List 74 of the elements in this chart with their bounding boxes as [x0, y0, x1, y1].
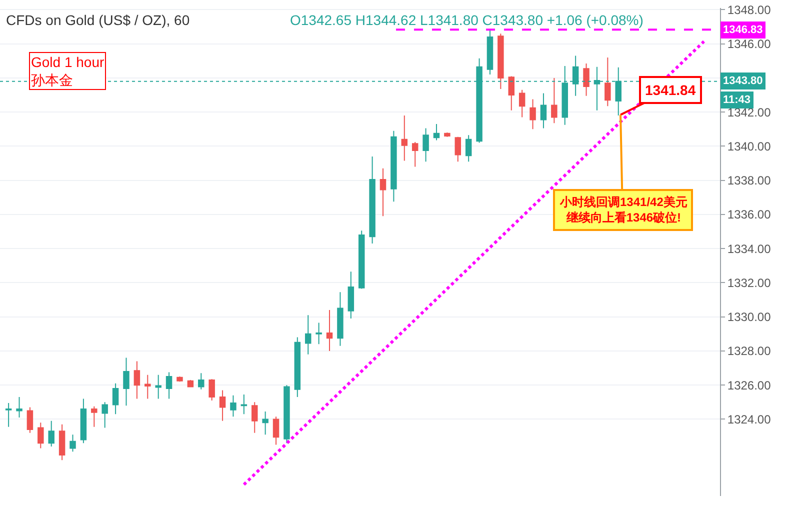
y-tick-label: 1334.00: [727, 242, 772, 256]
candlestick: [508, 76, 514, 111]
candlestick: [422, 128, 429, 162]
candlestick: [16, 396, 22, 418]
candlestick: [444, 132, 450, 138]
y-tick-label: 1324.00: [727, 412, 772, 426]
candlestick: [294, 336, 301, 398]
ref-line-label: 1343.80: [723, 75, 763, 87]
chart-title: CFDs on Gold (US$ / OZ), 60: [6, 12, 190, 28]
candlestick: [262, 411, 268, 436]
candlestick: [166, 372, 172, 400]
annotation: 1341.84: [645, 82, 696, 98]
candlestick: [230, 394, 236, 418]
candlestick: [155, 374, 162, 400]
candlestick: [316, 322, 322, 345]
candlestick: [326, 310, 333, 352]
candlestick: [38, 422, 44, 449]
y-tick-label: 1326.00: [727, 378, 772, 392]
candlestick: [48, 420, 54, 448]
candlestick: [5, 402, 12, 428]
y-tick-label: 1336.00: [727, 208, 772, 222]
candlestick: [240, 394, 248, 415]
candlestick: [433, 124, 440, 141]
candlestick: [465, 134, 472, 162]
candlestick: [134, 360, 140, 400]
candlestick: [208, 378, 215, 401]
candlestick: [284, 384, 290, 444]
candlestick: [91, 406, 98, 428]
y-tick-label: 1348.00: [727, 2, 772, 17]
annotation: 小时线回调1341/42美元: [559, 195, 688, 209]
candlestick: [518, 89, 526, 118]
candlestick: [540, 92, 547, 129]
ref-line-label: 1346.83: [723, 24, 763, 36]
y-tick-label: 1342.00: [727, 105, 772, 120]
annotation: 继续向上看1346破位!: [565, 210, 682, 225]
candlestick: [187, 379, 194, 388]
candlestick: [604, 56, 611, 107]
candlestick: [80, 398, 87, 444]
candlestick: [412, 141, 418, 168]
candlestick: [272, 416, 280, 446]
candlestick: [102, 402, 108, 428]
y-tick-label: 1346.00: [727, 37, 772, 52]
candlestick: [58, 424, 66, 461]
candlestick: [252, 402, 258, 434]
candlestick: [26, 406, 34, 434]
candlestick: [530, 98, 536, 130]
candlestick: [144, 374, 151, 400]
candlestick: [123, 357, 130, 406]
chart-subtitle: O1342.65 H1344.62 L1341.80 C1343.80 +1.06 (+0.08%): [290, 12, 644, 28]
candlestick: [358, 230, 365, 290]
candlestick: [380, 168, 386, 217]
y-tick-label: 1332.00: [727, 276, 772, 290]
y-tick-label: 1328.00: [727, 344, 772, 358]
candlestick: [348, 271, 354, 320]
candlestick: [551, 77, 558, 124]
candlestick: [583, 62, 590, 96]
candlestick: [198, 372, 204, 390]
y-tick-label: 1340.00: [727, 139, 772, 154]
candlestick: [176, 376, 183, 382]
text: 11:43: [723, 94, 751, 106]
candlestick: [498, 33, 504, 90]
candlestick: [304, 314, 312, 355]
y-tick-label: 1338.00: [727, 174, 772, 188]
candlestick: [454, 136, 462, 162]
candlestick: [390, 130, 397, 202]
candlestick: [112, 382, 119, 415]
annotation: Gold 1 hour 孙本金: [31, 54, 104, 88]
candlestick: [369, 156, 376, 244]
y-tick-label: 1330.00: [727, 310, 772, 324]
candlestick: [486, 29, 494, 76]
candlestick: [219, 390, 226, 422]
candlestick: [70, 434, 76, 452]
candlestick: [337, 292, 344, 346]
candlestick: [401, 115, 408, 162]
